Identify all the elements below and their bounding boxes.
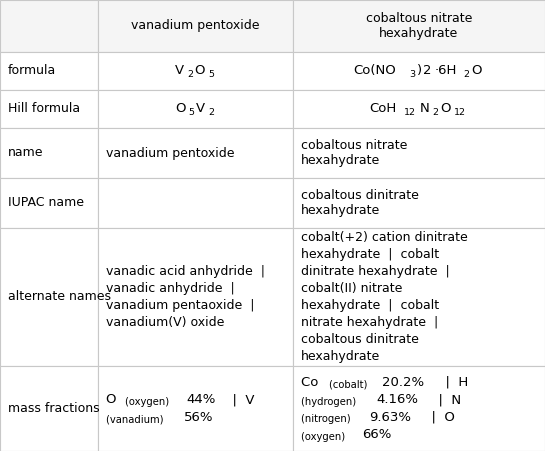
Bar [0,366,98,451]
Text: (oxygen): (oxygen) [301,432,348,442]
Bar [98,52,293,90]
Text: cobaltous dinitrate
hexahydrate: cobaltous dinitrate hexahydrate [301,189,419,217]
Text: V: V [175,64,184,78]
Text: |  N: | N [431,393,462,406]
Text: 2: 2 [208,108,214,117]
Text: 44%: 44% [186,393,215,406]
Text: 2: 2 [432,108,438,117]
Text: alternate names: alternate names [8,290,111,304]
Text: mass fractions: mass fractions [8,402,100,415]
Bar [98,90,293,128]
Bar [98,228,293,366]
Text: N: N [420,102,429,115]
Text: (hydrogen): (hydrogen) [301,397,359,407]
Bar [98,128,293,178]
Text: 4.16%: 4.16% [376,393,418,406]
Text: 5: 5 [208,70,214,79]
Text: 66%: 66% [362,428,391,441]
Bar [293,52,545,90]
Text: name: name [8,147,44,160]
Text: (cobalt): (cobalt) [329,379,371,389]
Bar [293,0,545,52]
Bar [0,90,98,128]
Text: Co(NO: Co(NO [354,64,396,78]
Bar [0,0,98,52]
Text: (nitrogen): (nitrogen) [301,414,354,424]
Text: O: O [175,102,186,115]
Text: 56%: 56% [184,411,214,424]
Text: Hill formula: Hill formula [8,102,80,115]
Text: 2: 2 [463,70,469,79]
Text: 12: 12 [453,108,465,117]
Text: ·6H: ·6H [434,64,457,78]
Text: (oxygen): (oxygen) [125,397,172,407]
Text: CoH: CoH [369,102,396,115]
Bar [98,178,293,228]
Bar [98,366,293,451]
Text: 9.63%: 9.63% [369,411,411,424]
Text: 5: 5 [189,108,195,117]
Text: cobaltous nitrate
hexahydrate: cobaltous nitrate hexahydrate [366,12,472,40]
Bar [293,90,545,128]
Text: vanadium pentoxide: vanadium pentoxide [131,19,260,32]
Text: |  O: | O [423,411,455,424]
Text: (vanadium): (vanadium) [106,414,167,424]
Bar [293,366,545,451]
Bar [98,0,293,52]
Bar [0,178,98,228]
Text: O: O [471,64,481,78]
Text: 2: 2 [187,70,193,79]
Text: Co: Co [301,376,323,389]
Text: 20.2%: 20.2% [383,376,425,389]
Text: cobalt(+2) cation dinitrate
hexahydrate  |  cobalt
dinitrate hexahydrate  |
coba: cobalt(+2) cation dinitrate hexahydrate … [301,231,468,363]
Text: ): ) [417,64,422,78]
Text: 3: 3 [409,70,415,79]
Text: O: O [106,393,121,406]
Bar [0,52,98,90]
Text: |  V: | V [224,393,255,406]
Bar [293,178,545,228]
Bar [293,228,545,366]
Text: formula: formula [8,64,56,78]
Text: 2: 2 [423,64,432,78]
Text: O: O [440,102,451,115]
Text: vanadic acid anhydride  |
vanadic anhydride  |
vanadium pentaoxide  |
vanadium(V: vanadic acid anhydride | vanadic anhydri… [106,265,265,329]
Text: cobaltous nitrate
hexahydrate: cobaltous nitrate hexahydrate [301,139,407,167]
Text: O: O [195,64,205,78]
Text: |  H: | H [437,376,468,389]
Text: vanadium pentoxide: vanadium pentoxide [106,147,234,160]
Text: IUPAC name: IUPAC name [8,197,84,210]
Text: V: V [196,102,205,115]
Bar [293,128,545,178]
Bar [0,128,98,178]
Bar [0,228,98,366]
Text: 12: 12 [404,108,416,117]
